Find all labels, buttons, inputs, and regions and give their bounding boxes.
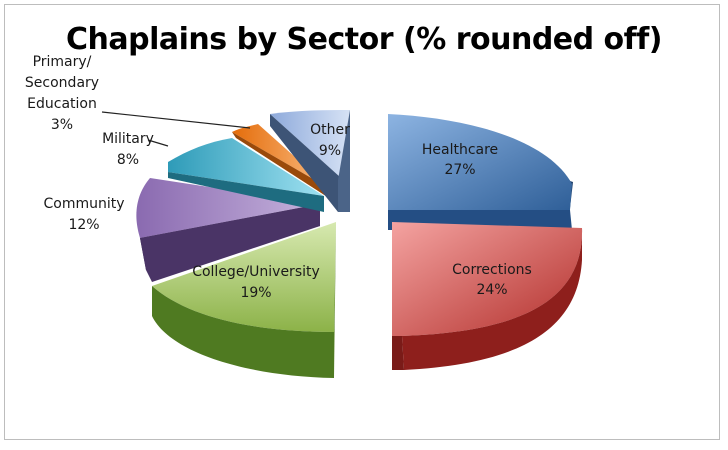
label-corrections-name: Corrections [452,262,532,278]
slice-primary [232,124,332,200]
chart-frame [4,4,720,440]
slice-community [136,178,320,282]
slice-other [270,110,350,212]
label-other-pct: 9% [319,143,341,159]
slice-corrections [392,222,583,370]
label-primary-line3: Education [27,96,97,112]
label-primary-pct: 3% [51,117,73,133]
label-healthcare-pct: 27% [444,162,475,178]
label-corrections-pct: 24% [476,282,507,298]
label-college-pct: 19% [240,285,271,301]
slice-college [152,222,336,378]
chart-title: Chaplains by Sector (% rounded off) [66,22,662,57]
label-healthcare-name: Healthcare [422,142,498,158]
slice-military [168,138,324,212]
leader-military [147,139,169,147]
label-primary-line1: Primary/ [33,54,92,70]
label-primary-line2: Secondary [25,75,99,91]
label-community-pct: 12% [68,217,99,233]
leader-primary [101,111,251,129]
label-college-name: College/University [192,264,320,280]
footer-strip [0,441,728,450]
label-other-name: Other [310,122,350,138]
slice-healthcare [388,114,573,230]
label-military-name: Military [102,131,154,147]
label-military-pct: 8% [117,152,139,168]
label-community-name: Community [43,196,124,212]
